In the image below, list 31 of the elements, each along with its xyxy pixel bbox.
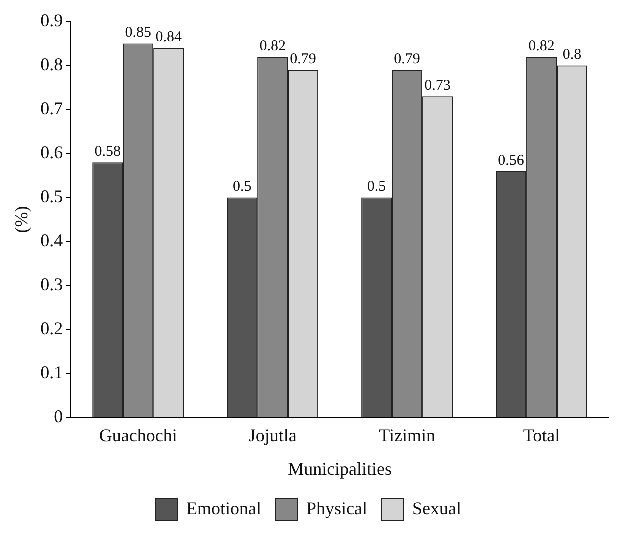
x-tick-label: Total: [523, 425, 560, 446]
data-label: 0.82: [260, 38, 286, 54]
x-axis-title: Municipalities: [288, 458, 392, 479]
y-tick-label: 0.1: [40, 362, 64, 383]
y-tick-label: 0.9: [40, 10, 64, 31]
x-tick-label: Jojutla: [248, 425, 297, 446]
data-label: 0.82: [528, 38, 555, 54]
data-label: 0.58: [94, 144, 121, 160]
data-label: 0.8: [562, 47, 582, 64]
y-tick-label: 0.4: [40, 230, 64, 251]
y-tick-label: 0.3: [40, 274, 64, 295]
y-tick-label: 0.6: [40, 142, 64, 163]
x-tick-label: Tizimin: [379, 425, 436, 446]
data-label: 0.79: [290, 52, 316, 68]
legend-label: Physical: [306, 498, 368, 519]
y-tick-label: 0.8: [40, 54, 64, 75]
data-label: 0.73: [424, 78, 451, 94]
data-label: 0.79: [394, 52, 420, 68]
y-tick-label: 0: [54, 406, 64, 427]
y-axis-title: (%): [12, 206, 32, 234]
y-tick-label: 0.5: [40, 186, 64, 207]
data-label: 0.56: [498, 152, 525, 169]
x-tick-label: Guachochi: [99, 425, 178, 446]
data-label: 0.5: [367, 179, 386, 196]
legend-label: Emotional: [186, 498, 262, 519]
data-label: 0.84: [156, 30, 182, 46]
data-label: 0.5: [232, 179, 252, 196]
data-label: 0.85: [125, 25, 152, 42]
y-tick-label: 0.7: [40, 98, 64, 119]
legend-label: Sexual: [412, 498, 462, 519]
y-tick-label: 0.2: [40, 318, 64, 339]
